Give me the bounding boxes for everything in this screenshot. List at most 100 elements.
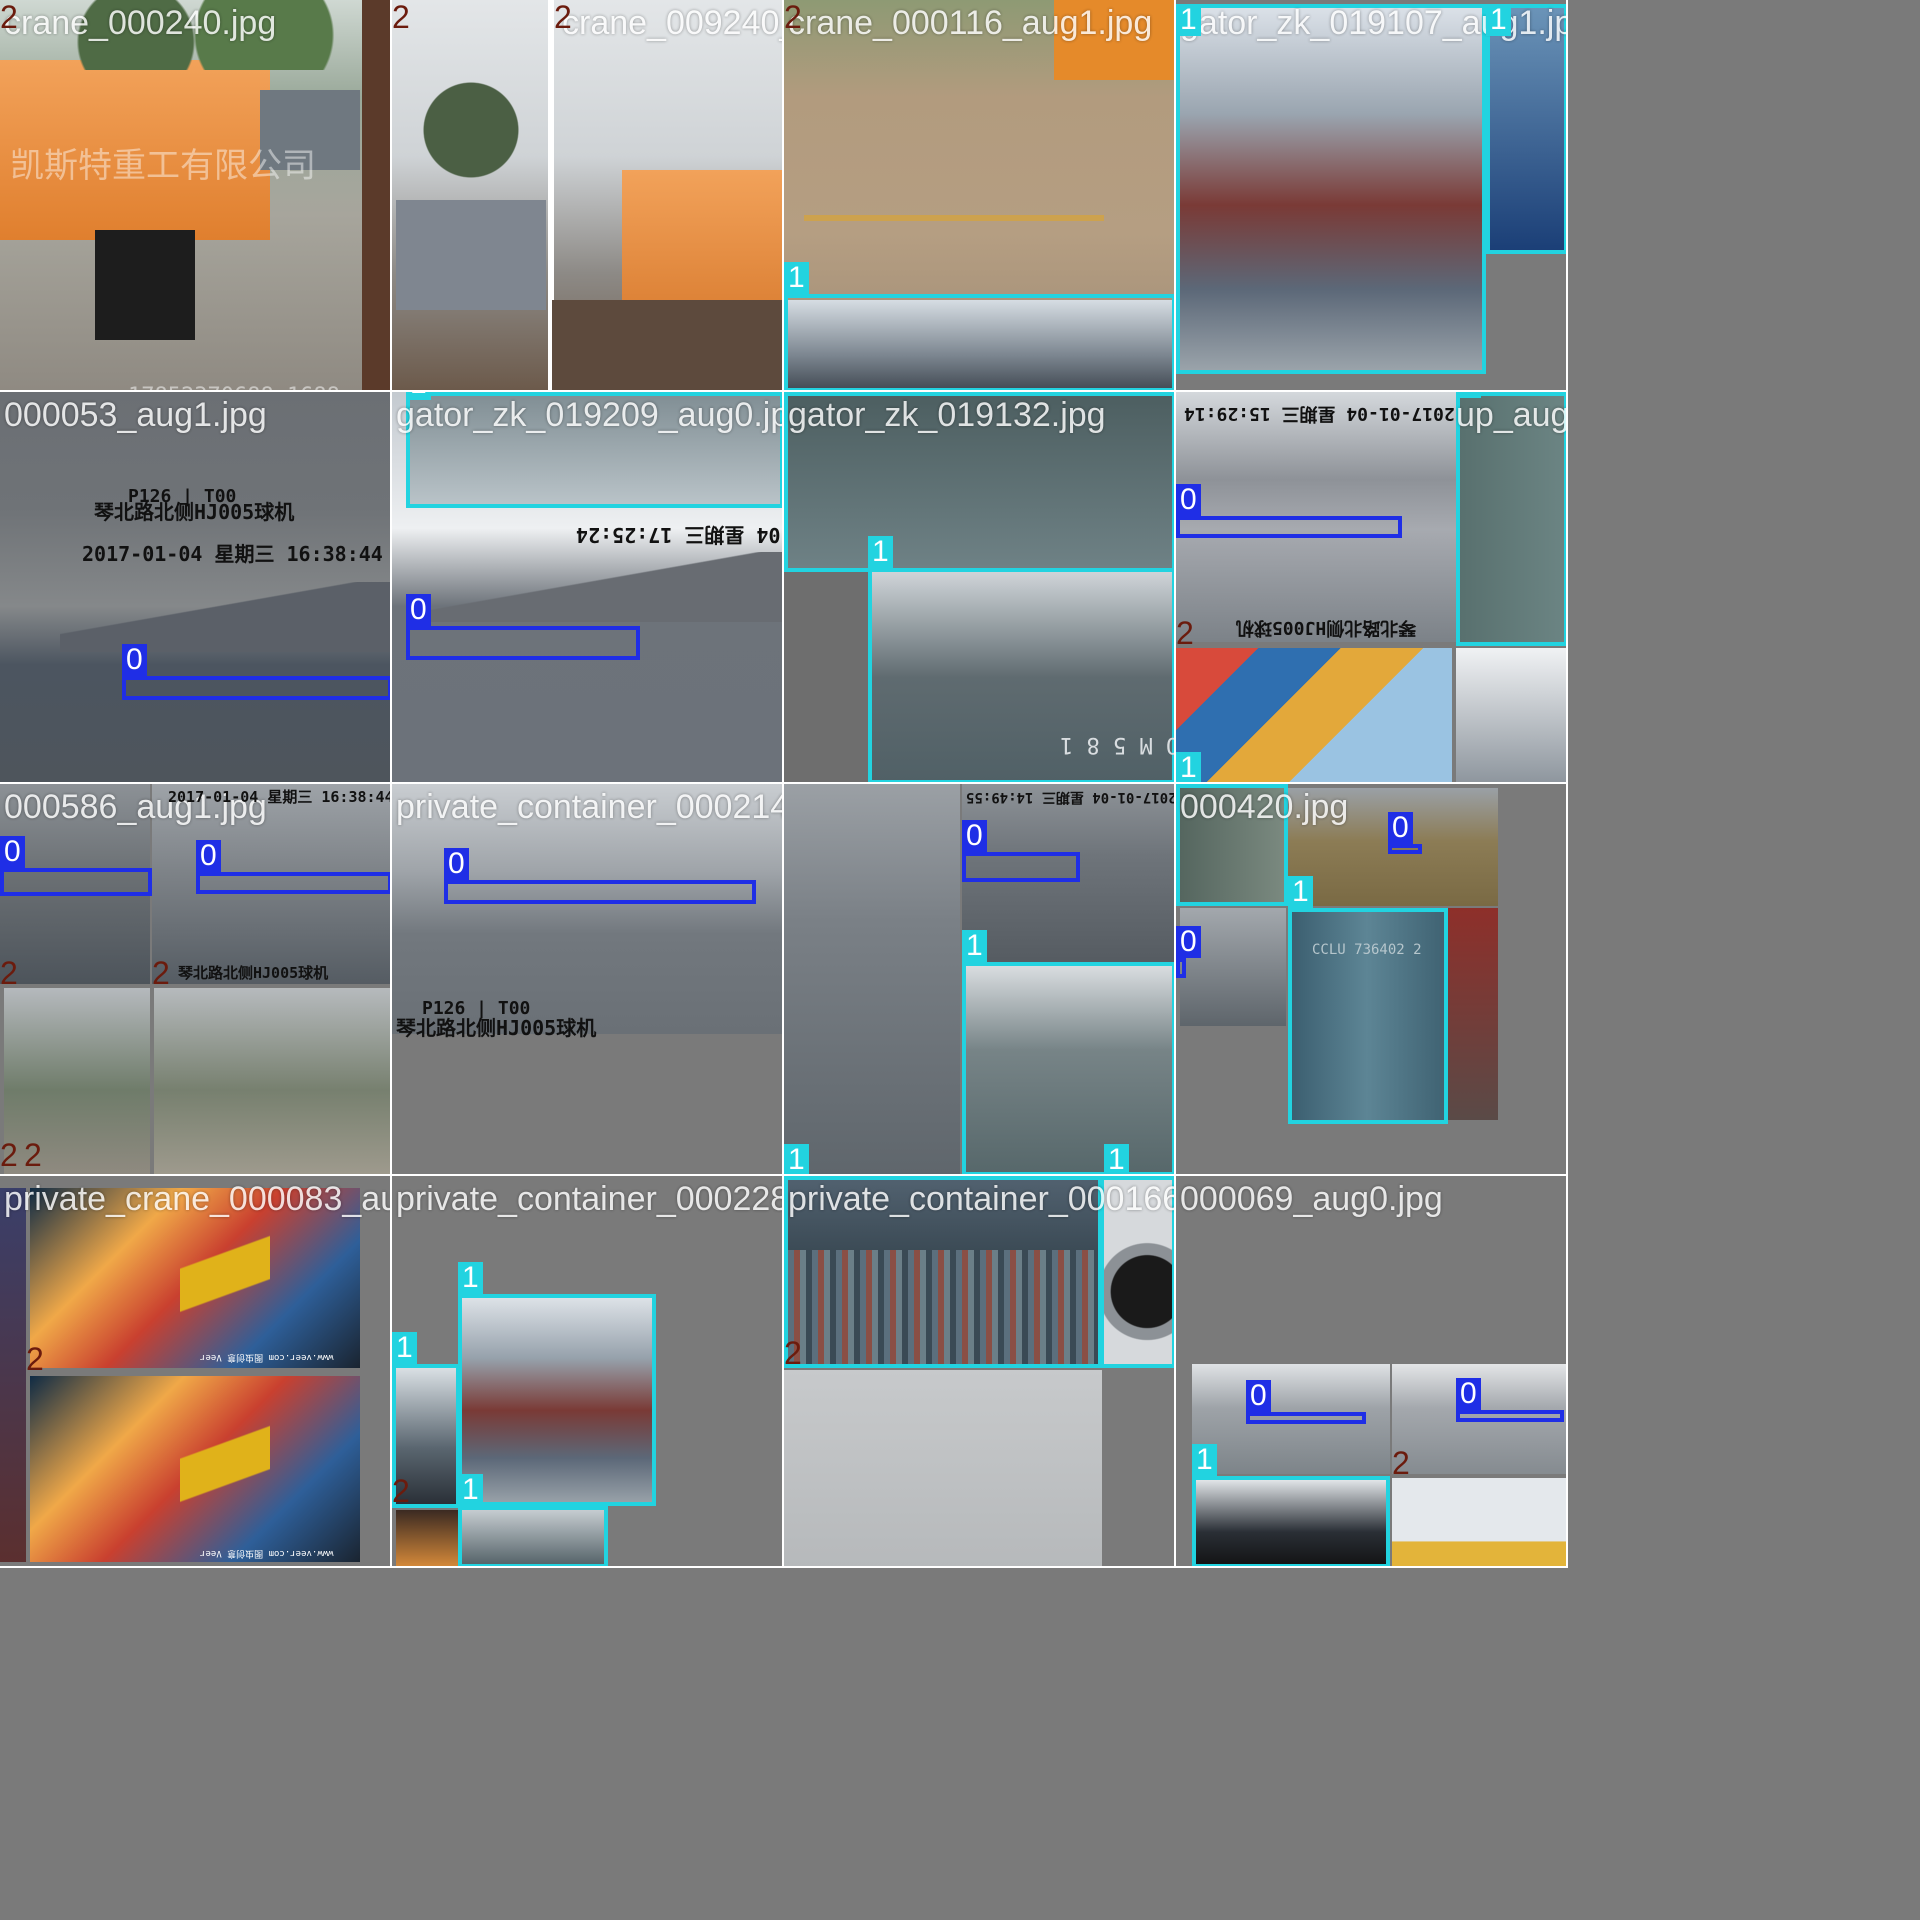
class-2-label: 2 <box>784 1335 802 1371</box>
cam-loc-text: 琴北路北侧HJ005球机 <box>396 1016 597 1040</box>
photo-container-ship-small <box>462 1296 654 1504</box>
tile-private-crane-000083[interactable]: private_crane_000083_aug1.jpg www.veer.c… <box>0 1176 392 1568</box>
photo-trees <box>40 0 360 70</box>
class-1-label: 1 <box>1176 4 1201 36</box>
photo-mountains <box>406 552 782 622</box>
cam-loc-text: 琴北路北侧HJ005球机 <box>1236 617 1417 638</box>
tile-crane-000240[interactable]: crane_000240.jpg 17852370688.1688.com 凯斯… <box>0 0 392 392</box>
tile-private-container-000214[interactable]: private_container_000214_a0g0.jpg P126 |… <box>392 784 784 1176</box>
class-1-box <box>962 962 1174 1174</box>
tile-title: up_aug0 <box>1456 396 1568 434</box>
tile-title: 000420.jpg <box>1180 788 1349 826</box>
class-1-box <box>1100 1176 1174 1368</box>
tile-gator-019132[interactable]: gator_zk_019132.jpg U A O M 5 8 1 1 <box>784 392 1176 784</box>
tile-000069[interactable]: 000069_aug0.jpg 0 0 2 1 <box>1176 1176 1568 1568</box>
class-1-label: 1 <box>406 392 431 400</box>
tile-title: gator_zk_019132.jpg <box>788 396 1106 434</box>
photo-container-top <box>784 392 1174 572</box>
photo-yellow-crane <box>180 1406 270 1546</box>
class-1-box <box>406 392 782 508</box>
tile-title: crane_000116_aug1.jpg <box>788 4 1153 42</box>
class-1-label: 1 <box>1192 1444 1217 1476</box>
photo-black-truck <box>1192 1478 1390 1566</box>
class-0-label: 0 <box>1388 812 1413 844</box>
photo-harbor-left <box>0 784 150 984</box>
class-0-label: 0 <box>1246 1380 1271 1412</box>
tile-crane-000116[interactable]: crane_000116_aug1.jpg 2 1 <box>784 0 1176 392</box>
class-1-label: 1 <box>1288 876 1313 908</box>
class-1-label: 1 <box>1176 752 1201 782</box>
class-0-box <box>1176 958 1186 978</box>
photo-truck-small <box>396 1364 458 1504</box>
class-1-label: 1 <box>784 1144 809 1174</box>
photo-container-red <box>1446 908 1498 1120</box>
photo-harbor-left <box>1192 1364 1390 1474</box>
photo-trees-left <box>396 40 546 190</box>
class-1-label: 1 <box>458 1262 483 1294</box>
photo-container-interior <box>406 392 782 504</box>
class-1-label: 1 <box>1104 1144 1129 1174</box>
photo-harbor-left <box>784 784 960 1174</box>
cam-date-text: 2017-01-04 星期三 14:49:55 <box>966 789 1176 805</box>
photo-building <box>260 90 360 170</box>
tile-title: private_container_000166_aug0.jpg <box>788 1180 1176 1218</box>
class-0-box <box>444 880 756 904</box>
photo-crane-column <box>95 230 195 340</box>
tile-gator-019107[interactable]: gator_zk_019107_aug1.jpg 1 1 <box>1176 0 1568 392</box>
class-1-box <box>392 1364 460 1508</box>
photo-yard-top <box>788 1180 1100 1250</box>
ocr-code-text: U A O M 5 8 1 <box>1060 732 1174 757</box>
tile-crane-009240[interactable]: crane_009240_dup_aug 2 2 <box>392 0 784 392</box>
photo-truck-wheel <box>1104 1180 1174 1366</box>
tile-000586[interactable]: 000586_aug1.jpg 2017-01-04 星期三 16:38:44 … <box>0 784 392 1176</box>
tile-up-aug0[interactable]: up_aug0 2017-01-04 星期三 15:29:14 琴北路北侧HJ0… <box>1176 392 1568 784</box>
class-2-label: 2 <box>1176 615 1194 651</box>
cam-id-text: P126 | T00 <box>422 998 531 1019</box>
cam-date-text: 2017-01-04 星期三 15:29:14 <box>1184 403 1455 424</box>
photo-building-left <box>396 200 546 310</box>
class-0-box <box>122 676 390 700</box>
photo-right-strip <box>362 0 390 390</box>
photo-sunset-small <box>396 1510 458 1566</box>
cam-id-text: 琴北路北侧HJ005球机 <box>178 964 329 982</box>
tile-private-container-000246[interactable]: 2017-01-04 星期三 14:49:55 0 1 1 1 <box>784 784 1176 1176</box>
photo-harbor-right <box>152 784 390 984</box>
tile-private-container-000228[interactable]: private_container_000228.jpg 1 1 2 1 <box>392 1176 784 1568</box>
photo-port-blue <box>1488 4 1566 250</box>
class-0-label: 0 <box>1176 926 1201 958</box>
cam-date-text: 2017-01-04 星期三 17:25:24 <box>576 523 782 547</box>
tile-title: private_container_000214_a0g0.jpg <box>396 788 784 826</box>
class-0-box <box>406 626 640 660</box>
photo-crane-underside <box>868 572 1174 782</box>
photo-ground <box>552 300 782 390</box>
class-1-label: 1 <box>458 1474 483 1506</box>
photo-crane-interior-small <box>462 1508 606 1566</box>
class-1-box <box>1456 392 1566 646</box>
photo-yellow-crane <box>180 1216 270 1356</box>
photo-trees-lower-left <box>4 988 150 1174</box>
class-0-label: 0 <box>1176 484 1201 516</box>
container-code-text: CCLU 736402 2 <box>1312 942 1422 958</box>
tile-gator-019209[interactable]: gator_zk_019209_aug0.jpg 2017-01-04 星期三 … <box>392 392 784 784</box>
class-1-box <box>1176 784 1288 906</box>
cam-loc-text: 琴北路北侧HJ005球机 <box>94 500 295 524</box>
class-0-label: 0 <box>444 848 469 880</box>
tile-private-container-000166[interactable]: private_container_000166_aug0.jpg 2 <box>784 1176 1176 1568</box>
class-1-box <box>1176 4 1486 374</box>
tile-000053[interactable]: 000053_aug1.jpg P126 | T00 琴北路北侧HJ005球机 … <box>0 392 392 784</box>
photo-gray-sky <box>784 1370 1102 1566</box>
class-2-label: 2 <box>554 0 572 35</box>
class-1-box <box>1288 908 1448 1124</box>
photo-mountains <box>60 582 390 652</box>
class-1-box <box>868 568 1174 782</box>
class-1-label: 1 <box>392 1332 417 1364</box>
tile-000420[interactable]: 000420.jpg CCLU 736402 2 0 1 0 <box>1176 784 1568 1176</box>
class-1-box <box>1486 4 1566 254</box>
class-1-box <box>458 1506 608 1566</box>
cam-date-text: 2017-01-04 星期三 16:38:44 <box>82 542 383 566</box>
veer-watermark: www.veer.com 图虫创意 Veer <box>200 1548 334 1558</box>
tile-title: crane_009240_dup_aug <box>562 4 782 42</box>
tile-title: private_crane_000083_aug1.jpg <box>4 1180 390 1218</box>
sign-text: 凯斯特重工有限公司 <box>10 146 316 186</box>
class-0-box <box>0 868 152 896</box>
